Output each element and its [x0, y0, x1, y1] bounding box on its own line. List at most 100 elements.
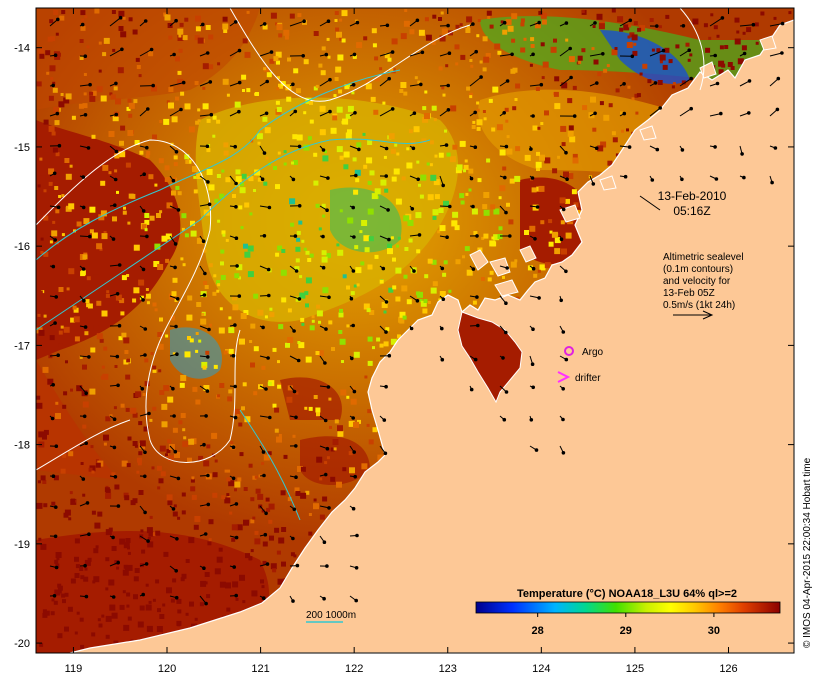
sst-pixel [87, 303, 93, 309]
sst-pixel [163, 385, 170, 392]
velocity-arrow-head [56, 205, 61, 210]
sst-pixel [742, 31, 746, 35]
sst-pixel [612, 137, 618, 143]
velocity-arrow-head [479, 75, 483, 79]
sst-pixel [342, 118, 349, 125]
sst-pixel [103, 442, 107, 446]
sst-pixel [387, 57, 392, 62]
velocity-arrow-head [84, 594, 89, 599]
sst-pixel [60, 325, 64, 329]
velocity-arrow [289, 20, 305, 27]
plot-frame [35, 7, 795, 654]
velocity-arrow-head [323, 418, 328, 423]
sst-pixel [541, 19, 547, 25]
sst-pixel [368, 439, 374, 445]
sst-pixel [382, 101, 386, 105]
sst-pixel [455, 62, 459, 66]
velocity-arrow-head [233, 415, 238, 420]
sst-pixel [367, 264, 373, 270]
sst-pixel [600, 141, 607, 148]
sst-pixel [390, 236, 394, 240]
sst-pixel [289, 198, 296, 205]
sst-pixel [90, 445, 94, 449]
sst-pixel [491, 241, 497, 247]
sst-pixel [341, 10, 348, 17]
velocity-arrow-head [565, 177, 569, 181]
velocity-arrow-head [206, 355, 210, 359]
sst-pixel [126, 564, 133, 571]
velocity-arrow-head [653, 81, 658, 85]
sst-pixel [91, 134, 96, 139]
sst-pixel [424, 113, 430, 119]
velocity-arrow-head [328, 109, 332, 114]
sst-pixel [322, 214, 326, 218]
sst-pixel [407, 220, 414, 226]
sst-pixel [539, 154, 545, 161]
sst-pixel [634, 93, 639, 98]
sst-pixel [309, 325, 315, 331]
sst-pixel [403, 91, 408, 96]
sst-pixel [319, 477, 323, 481]
sst-pixel [459, 193, 465, 199]
sst-pixel [168, 102, 174, 109]
sst-pixel [208, 34, 214, 40]
velocity-arrow-head [266, 356, 270, 360]
sst-pixel [295, 88, 301, 94]
velocity-arrow [649, 107, 661, 117]
sst-pixel [565, 38, 569, 42]
sst-pixel [103, 434, 109, 441]
velocity-arrow-head [50, 416, 55, 421]
velocity-arrow-head [206, 180, 210, 184]
sst-pixel [353, 189, 359, 195]
sst-pixel [276, 436, 282, 443]
sst-pixel [214, 459, 218, 463]
sst-pixel [497, 50, 502, 55]
sst-pixel [328, 320, 333, 325]
sst-pixel [152, 134, 157, 140]
sst-pixel [173, 504, 177, 508]
sst-pixel [59, 15, 65, 21]
sst-pixel [367, 180, 372, 185]
sst-pixel [82, 493, 86, 497]
sst-pixel [49, 335, 55, 341]
velocity-arrow-head [83, 563, 87, 568]
sst-pixel [287, 385, 293, 391]
sst-pixel [363, 303, 370, 310]
sst-pixel [529, 63, 533, 67]
sst-pixel [94, 522, 101, 529]
sst-pixel [578, 60, 582, 64]
sst-pixel [514, 98, 518, 101]
sst-pixel [166, 587, 172, 594]
velocity-arrow-head [534, 448, 539, 452]
velocity-arrow-head [294, 475, 298, 480]
sst-pixel [187, 457, 192, 463]
sst-pixel [242, 382, 247, 387]
sst-pixel [122, 16, 126, 20]
sst-pixel [387, 243, 392, 249]
sst-pixel [367, 208, 374, 215]
sst-pixel [476, 34, 480, 38]
velocity-arrow-head [174, 569, 178, 573]
sst-pixel [366, 308, 371, 313]
velocity-arrow-head [181, 80, 186, 85]
velocity-arrow-head [260, 177, 265, 181]
sst-pixel [124, 566, 129, 571]
sst-pixel [76, 221, 82, 227]
legend-line-1: Altimetric sealevel [663, 252, 744, 263]
sst-pixel [336, 243, 340, 247]
sst-pixel [60, 93, 64, 96]
velocity-arrow [319, 111, 331, 117]
sst-pixel [626, 42, 633, 48]
sst-pixel [208, 519, 214, 525]
sst-pixel [156, 626, 163, 632]
velocity-arrow-head [171, 178, 176, 183]
sst-pixel [123, 206, 126, 210]
sst-pixel [619, 27, 624, 32]
sst-pixel [200, 580, 207, 587]
sst-pixel [489, 24, 494, 29]
sst-pixel [74, 573, 80, 578]
sst-pixel [535, 161, 542, 168]
sst-pixel [59, 292, 66, 299]
sst-pixel [179, 382, 185, 388]
sst-pixel [204, 572, 210, 577]
